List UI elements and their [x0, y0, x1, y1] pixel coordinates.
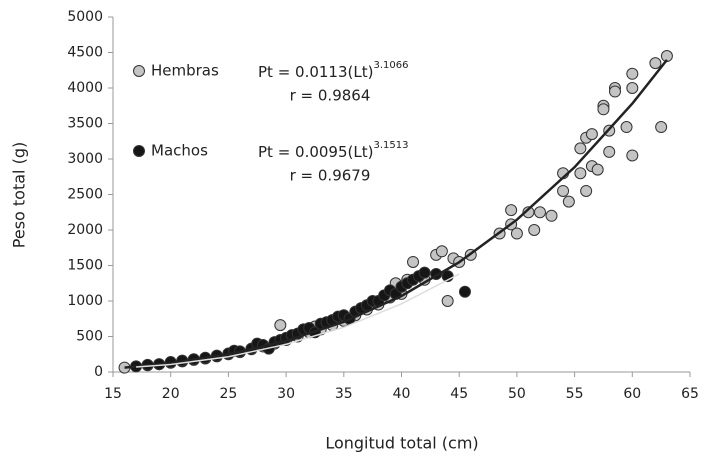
y-tick-label: 3000 [67, 151, 103, 167]
point [458, 285, 471, 298]
point [655, 121, 668, 134]
legend-label: Machos [151, 142, 208, 160]
point [562, 195, 575, 208]
y-tick-label: 4500 [67, 45, 103, 61]
point [557, 184, 570, 197]
point [591, 163, 604, 176]
point [505, 204, 518, 217]
y-tick-label: 5000 [67, 9, 103, 25]
correlation: r = 0.9864 [290, 87, 371, 105]
point [435, 245, 448, 258]
point [608, 85, 621, 98]
equation-text: Pt = 0.0095(Lt) [258, 143, 373, 161]
point [626, 67, 639, 80]
y-tick-label: 2000 [67, 222, 103, 238]
equation: Pt = 0.0113(Lt)3.1066 [258, 60, 408, 81]
point [441, 295, 454, 307]
legend-label: Hembras [151, 62, 219, 80]
y-tick-label: 0 [94, 364, 103, 380]
legend-marker [133, 145, 145, 157]
fit-curve [136, 273, 460, 368]
x-tick-label: 15 [104, 386, 122, 402]
point [274, 319, 287, 332]
x-tick-label: 65 [681, 386, 699, 402]
x-tick-label: 45 [450, 386, 468, 402]
x-tick-label: 30 [277, 386, 295, 402]
fit-curve [124, 59, 668, 369]
point [407, 255, 420, 268]
point [597, 103, 610, 116]
equation-exponent: 3.1513 [373, 140, 408, 151]
equation-exponent: 3.1066 [373, 60, 408, 71]
y-tick-label: 1000 [67, 293, 103, 309]
point [574, 167, 587, 180]
x-tick-label: 60 [623, 386, 641, 402]
point [620, 121, 633, 134]
y-axis-label: Peso total (g) [10, 142, 29, 248]
point [585, 128, 598, 141]
correlation: r = 0.9679 [290, 167, 371, 185]
point [510, 227, 523, 240]
x-axis-label: Longitud total (cm) [325, 434, 478, 453]
x-tick-label: 40 [393, 386, 411, 402]
point [418, 266, 431, 279]
equation: Pt = 0.0095(Lt)3.1513 [258, 140, 408, 161]
equation-text: Pt = 0.0113(Lt) [258, 63, 373, 81]
y-tick-label: 4000 [67, 80, 103, 96]
y-tick-label: 1500 [67, 258, 103, 274]
x-tick-label: 55 [566, 386, 584, 402]
x-tick-label: 35 [335, 386, 353, 402]
point [626, 82, 639, 94]
legend-marker [133, 65, 145, 77]
point [545, 209, 558, 222]
y-tick-label: 500 [76, 329, 103, 345]
y-tick-label: 3500 [67, 116, 103, 132]
point [533, 206, 546, 219]
point [522, 206, 535, 219]
point [580, 184, 593, 197]
x-tick-label: 25 [219, 386, 237, 402]
point [528, 224, 541, 236]
point [574, 142, 587, 155]
x-tick-label: 20 [162, 386, 180, 402]
x-tick-label: 50 [508, 386, 526, 402]
point [603, 145, 616, 158]
y-tick-label: 2500 [67, 187, 103, 203]
point [649, 57, 662, 70]
point [626, 149, 639, 162]
